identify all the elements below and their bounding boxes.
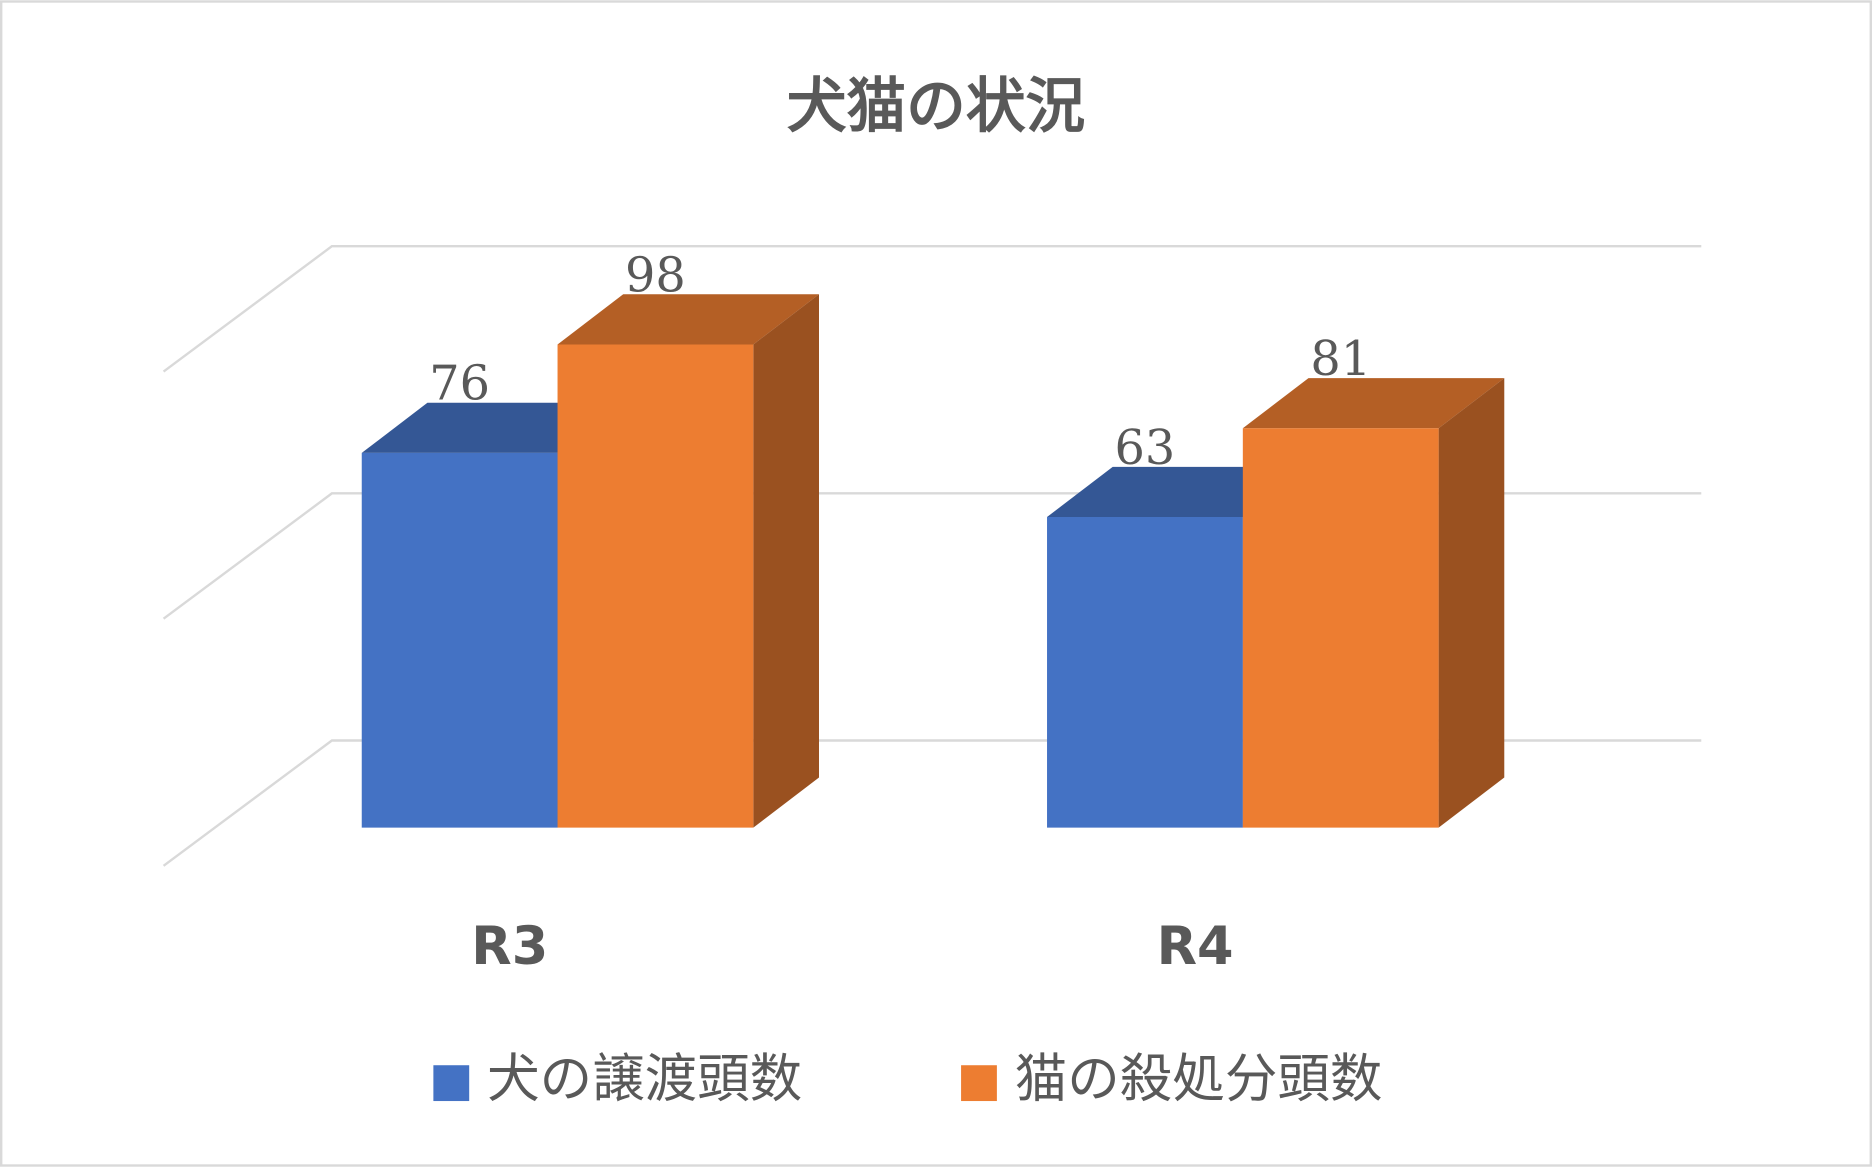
value-label: 76 (429, 357, 490, 412)
x-tick-label: R4 (1157, 916, 1234, 977)
bar (1242, 378, 1505, 828)
bar-front (361, 452, 558, 828)
legend-swatch (961, 1065, 997, 1102)
bar-top (1242, 378, 1505, 429)
bar-front (1047, 517, 1243, 828)
bar-side (1438, 378, 1505, 828)
bar (557, 294, 819, 828)
value-label: 98 (625, 248, 686, 303)
legend-swatch (433, 1065, 470, 1102)
legend-label: 犬の譲渡頭数 (487, 1049, 802, 1110)
bar-front (1242, 428, 1439, 828)
bar-side (753, 294, 819, 828)
value-label: 81 (1310, 332, 1371, 387)
grid-line (162, 245, 1702, 373)
value-label: 63 (1115, 421, 1176, 476)
bar-front (557, 344, 754, 828)
bar-top (557, 294, 819, 345)
x-tick-label: R3 (471, 916, 548, 977)
legend-label: 猫の殺処分頭数 (1015, 1049, 1383, 1110)
chart-title: 犬猫の状況 (787, 73, 1085, 142)
